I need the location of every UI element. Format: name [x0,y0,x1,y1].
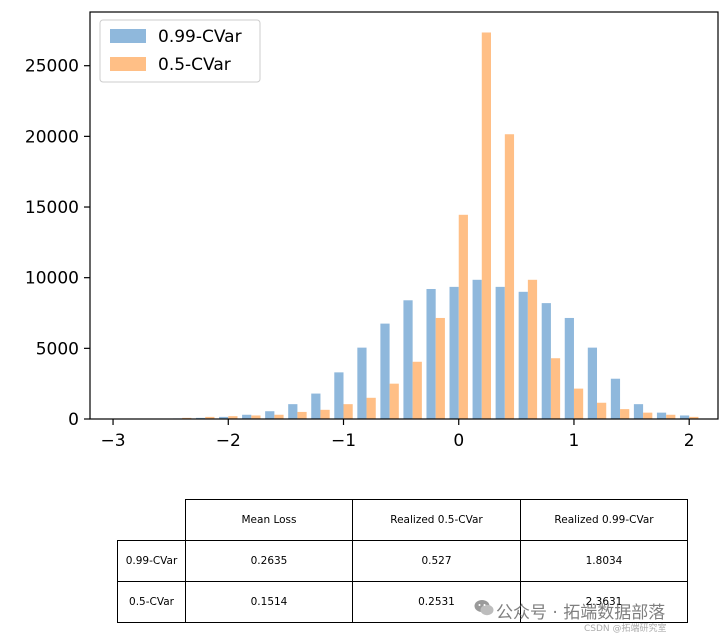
table-header-mean-loss: Mean Loss [185,499,353,541]
bar-099-cvar [564,317,574,419]
bar-099-cvar [610,378,621,419]
bar-05-cvar [228,416,238,419]
table-corner-cell [117,499,186,541]
table-header-realized-05-cvar: Realized 0.5-CVar [352,499,521,541]
bars-group [103,32,699,420]
table-cell: 0.2531 [352,581,521,623]
bar-05-cvar [573,388,584,419]
bar-099-cvar [334,372,344,419]
bar-099-cvar [311,393,321,419]
bar-05-cvar [297,411,307,419]
x-tick-label: −3 [101,431,126,451]
bar-05-cvar [504,134,515,420]
bar-05-cvar [274,414,284,419]
x-tick-label: 1 [569,431,580,451]
bar-05-cvar [343,404,353,419]
bar-099-cvar [380,323,390,419]
bar-05-cvar [620,409,630,419]
table-cell: 2.3631 [520,581,688,623]
histogram-chart: −3 −2 −1 0 1 2 0 5000 10000 15000 20000 25000 0.99… [25,11,719,451]
x-tick-label: −2 [216,431,241,451]
bar-099-cvar [357,347,367,419]
x-tick-label: 0 [453,431,464,451]
bar-099-cvar [656,412,667,419]
y-tick-label: 0 [68,410,79,430]
bar-05-cvar [251,415,261,419]
legend-swatch-099-cvar [110,29,146,43]
x-axis: −3 −2 −1 0 1 2 [101,419,695,451]
bar-099-cvar [633,404,644,419]
legend-label-05-cvar: 0.5-CVar [158,55,231,75]
x-tick-label: −1 [331,431,356,451]
bar-099-cvar [288,404,298,419]
bar-05-cvar [389,383,399,419]
plot-frame [89,11,719,420]
y-tick-label: 10000 [25,269,79,289]
bar-05-cvar [643,412,653,419]
bar-05-cvar [205,416,215,419]
bar-099-cvar [518,291,528,419]
bar-099-cvar [265,411,275,419]
bar-05-cvar [689,416,699,419]
y-axis: 0 5000 10000 15000 20000 25000 [25,57,90,430]
y-tick-label: 20000 [25,127,79,147]
legend-swatch-05-cvar [110,57,146,71]
bar-099-cvar [587,347,598,419]
table-cell: 1.8034 [520,540,688,582]
table-header-row: Mean Loss Realized 0.5-CVar Realized 0.9… [117,499,688,541]
bar-05-cvar [550,358,561,419]
bar-05-cvar [527,279,538,419]
table-row-label: 0.99-CVar [117,540,186,582]
bar-05-cvar [412,361,422,419]
table-cell: 0.2635 [185,540,353,582]
bar-05-cvar [666,414,676,419]
bar-05-cvar [597,402,607,419]
bar-099-cvar [219,416,229,419]
table-cell: 0.1514 [185,581,353,623]
bar-099-cvar [449,286,459,419]
y-tick-label: 15000 [25,198,79,218]
bar-099-cvar [242,414,252,419]
bar-099-cvar [679,415,690,419]
table-row: 0.99-CVar 0.2635 0.527 1.8034 [117,540,688,582]
legend-label-099-cvar: 0.99-CVar [158,27,242,47]
table-header-realized-099-cvar: Realized 0.99-CVar [520,499,688,541]
bar-05-cvar [320,409,330,419]
bar-05-cvar [435,317,445,419]
table-cell: 0.527 [352,540,521,582]
table-row: 0.5-CVar 0.1514 0.2531 2.3631 [117,581,688,623]
bar-099-cvar [426,288,436,419]
bar-05-cvar [366,397,376,419]
bar-099-cvar [403,300,413,419]
table-row-label: 0.5-CVar [117,581,186,623]
y-tick-label: 5000 [36,339,79,359]
y-tick-label: 25000 [25,57,79,77]
bar-099-cvar [472,279,482,419]
x-tick-label: 2 [684,431,695,451]
bar-099-cvar [495,286,505,419]
bar-099-cvar [541,303,551,419]
results-table: Mean Loss Realized 0.5-CVar Realized 0.9… [117,499,688,623]
legend: 0.99-CVar 0.5-CVar [99,19,261,83]
bar-05-cvar [481,32,491,420]
bar-05-cvar [458,214,468,419]
